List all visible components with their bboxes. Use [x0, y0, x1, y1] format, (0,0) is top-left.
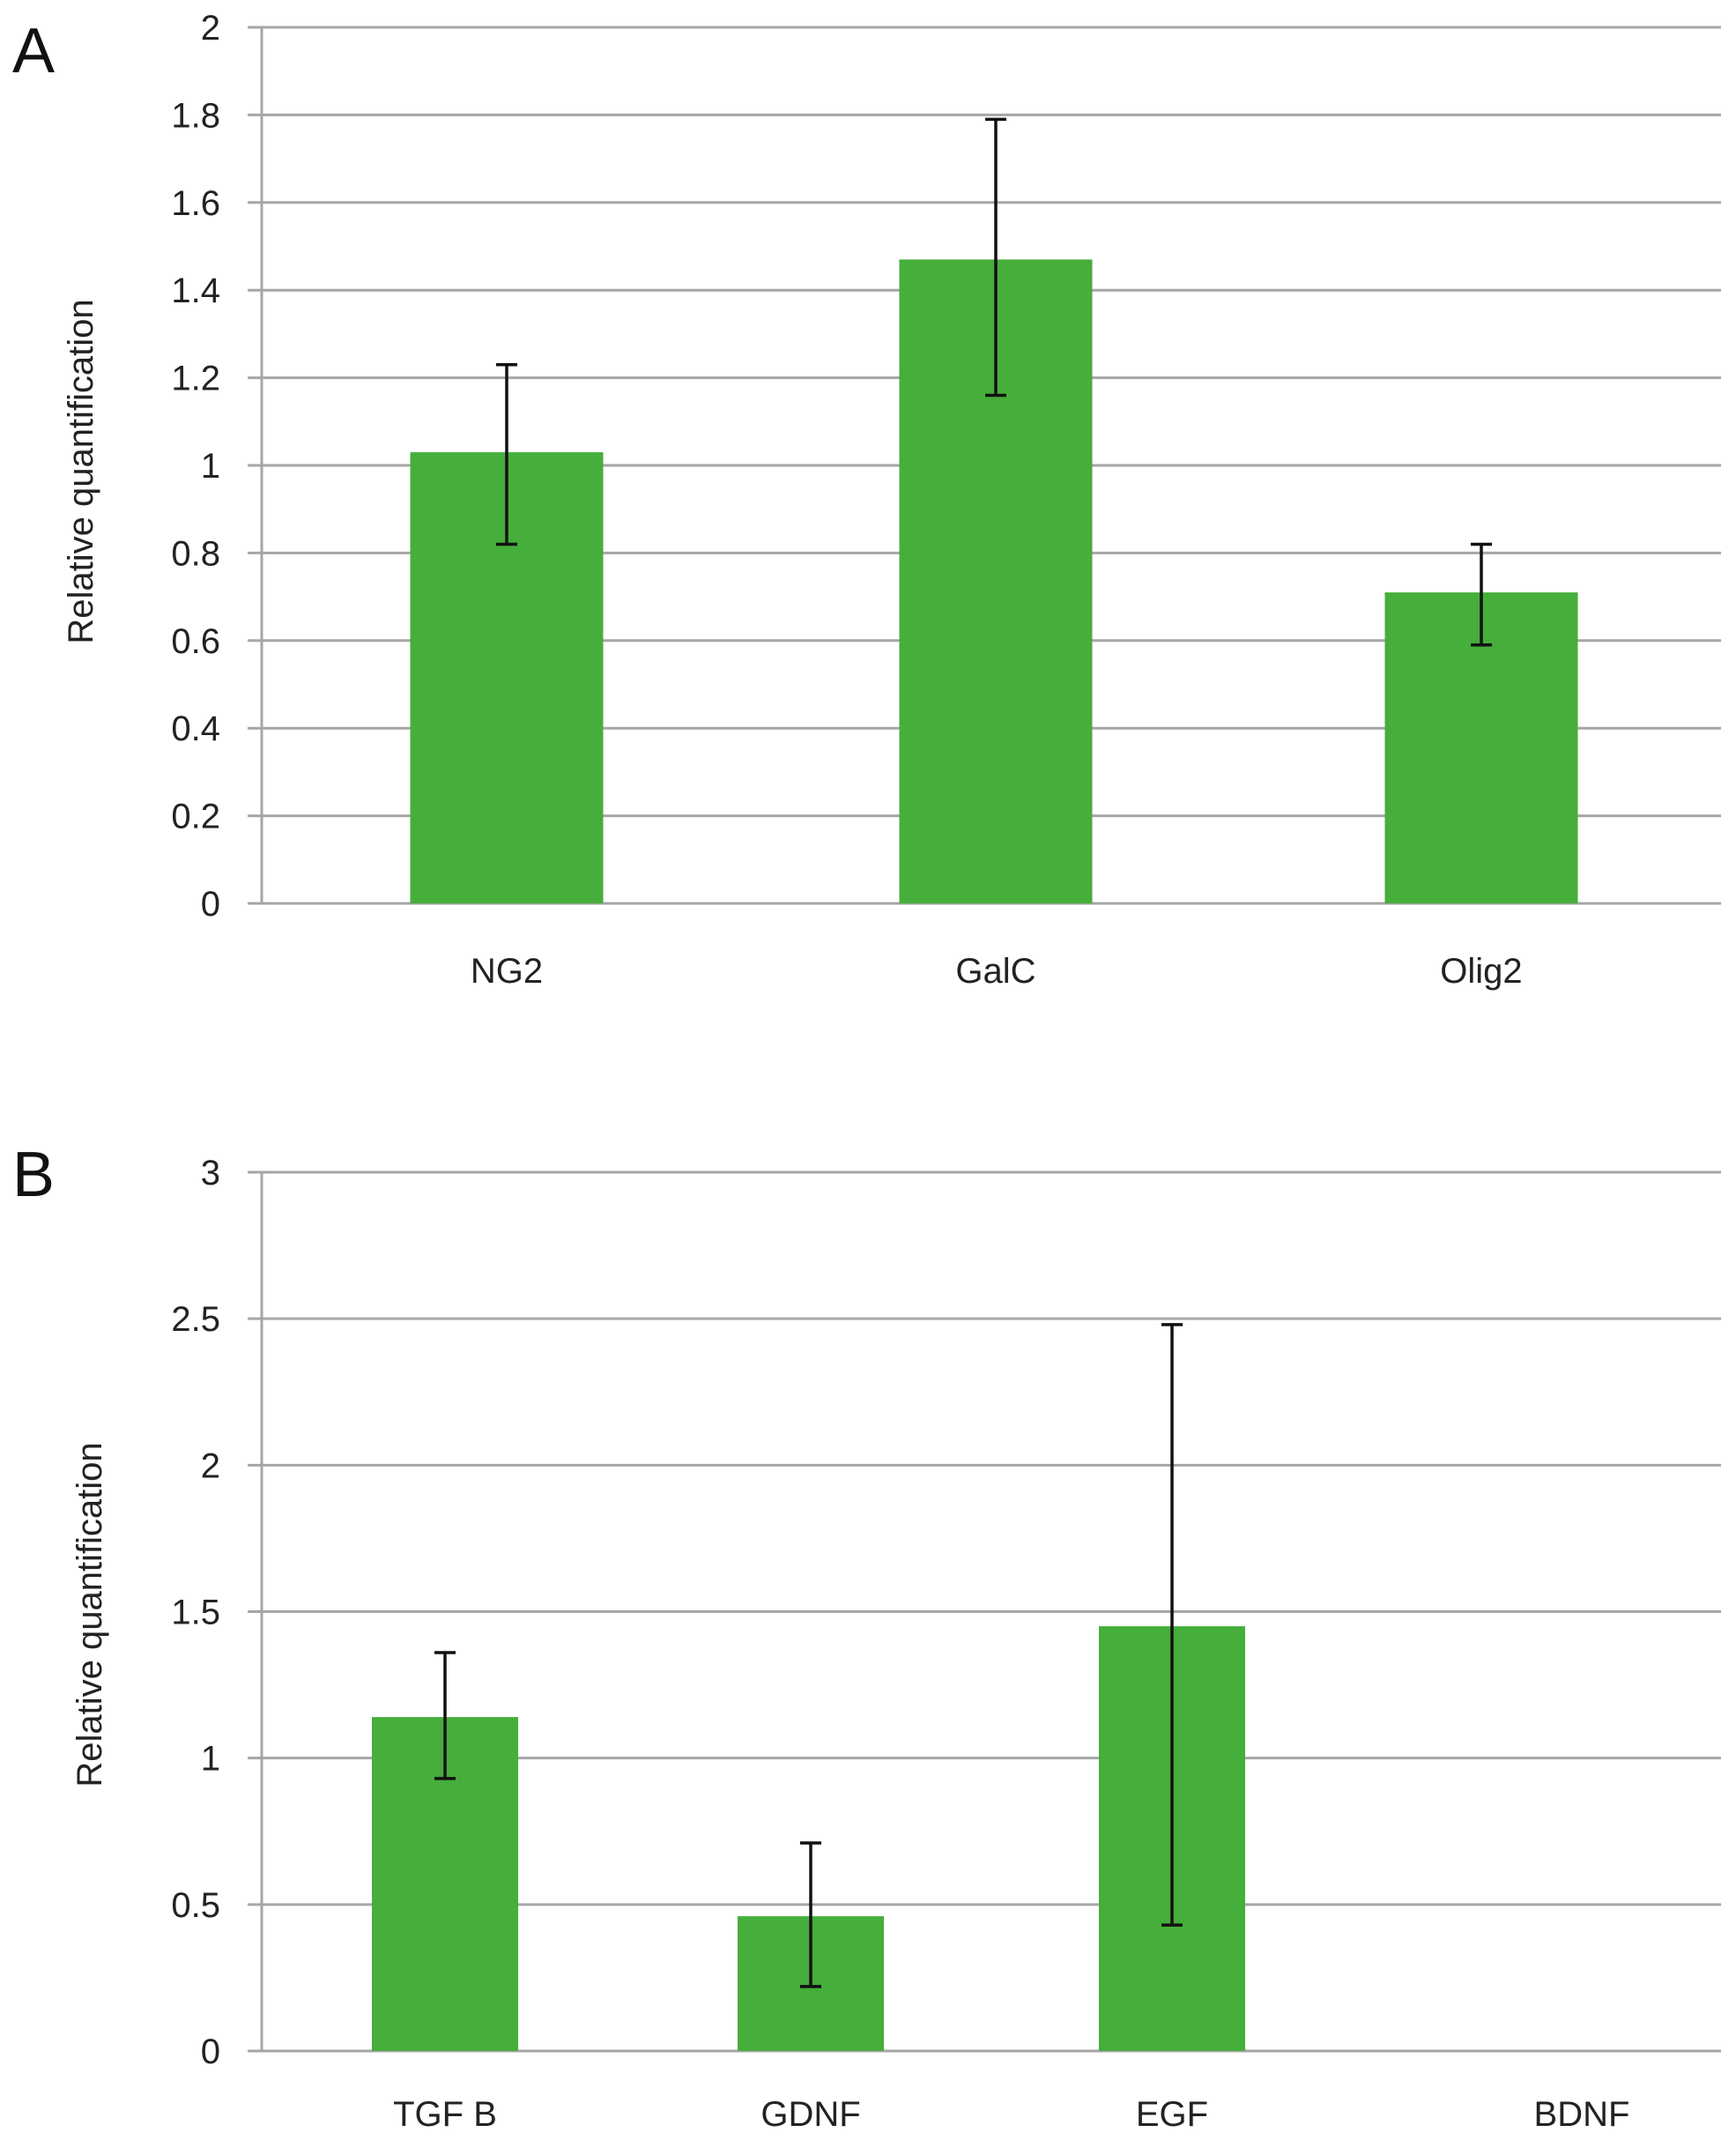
chart-b-y-tick-label: 2.5 [171, 1300, 220, 1339]
chart-b-panel-label: B [12, 1140, 55, 1210]
chart-b-y-tick-label: 1.5 [171, 1594, 220, 1632]
chart-b-y-tick-label: 2 [201, 1446, 220, 1485]
chart-a-y-tick-label: 1.2 [171, 360, 220, 398]
chart-a-y-tick-label: 1 [201, 447, 220, 486]
chart-b-category-label: GDNF [760, 2095, 860, 2134]
chart-a-y-tick-label: 0.6 [171, 622, 220, 661]
chart-a-panel-label: A [12, 16, 55, 86]
chart-b-y-tick-label: 3 [201, 1154, 220, 1193]
chart-b-category-label: EGF [1136, 2095, 1208, 2134]
chart-a-y-tick-label: 2 [201, 9, 220, 48]
chart-a-category-label: GalC [955, 952, 1035, 991]
chart-a-y-tick-label: 0.8 [171, 534, 220, 573]
chart-a-y-tick-label: 1.4 [171, 271, 220, 310]
chart-a-y-tick-label: 0.4 [171, 710, 220, 748]
chart-a-category-label: Olig2 [1440, 952, 1522, 991]
chart-b-y-tick-label: 1 [201, 1740, 220, 1779]
chart-b-y-axis-title: Relative quantification [70, 1442, 109, 1787]
chart-b-y-tick-label: 0.5 [171, 1886, 220, 1925]
chart-b-y-tick-label: 0 [201, 2032, 220, 2071]
chart-a-y-axis-title: Relative quantification [62, 299, 100, 643]
chart-a-y-tick-label: 0.2 [171, 798, 220, 836]
chart-a-y-tick-label: 0 [201, 885, 220, 924]
chart-a-category-label: NG2 [471, 952, 543, 991]
chart-b-category-label: TGF B [393, 2095, 497, 2134]
chart-b-category-label: BDNF [1534, 2095, 1630, 2134]
chart-a-y-tick-label: 1.8 [171, 96, 220, 135]
chart-a-y-tick-label: 1.6 [171, 184, 220, 223]
